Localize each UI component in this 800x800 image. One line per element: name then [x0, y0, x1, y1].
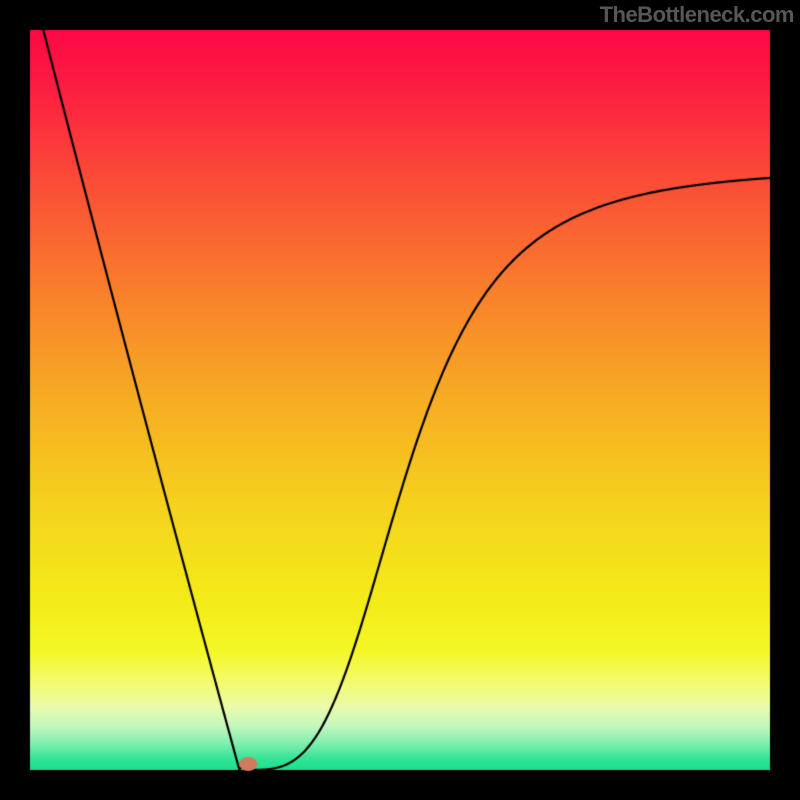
bottleneck-chart-canvas	[0, 0, 800, 800]
watermark-text: TheBottleneck.com	[600, 2, 794, 28]
chart-container: TheBottleneck.com	[0, 0, 800, 800]
